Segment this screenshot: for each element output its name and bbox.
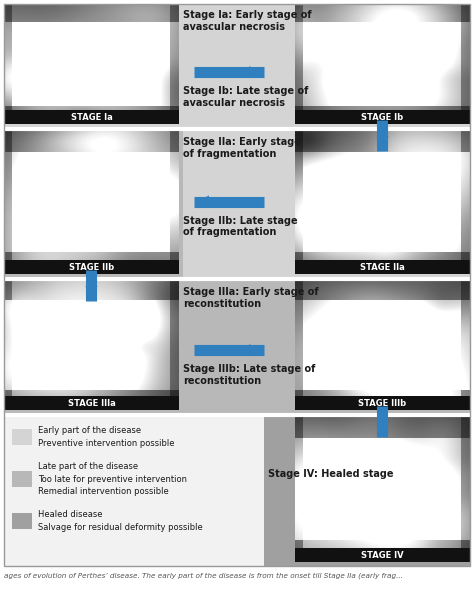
Text: STAGE IIIa: STAGE IIIa — [68, 398, 115, 408]
Bar — [4, 396, 179, 410]
Bar — [183, 131, 470, 278]
Text: Stage Ib: Late stage of
avascular necrosis: Stage Ib: Late stage of avascular necros… — [183, 86, 309, 108]
Bar — [4, 281, 470, 414]
Text: STAGE IIb: STAGE IIb — [69, 262, 114, 272]
Bar — [12, 429, 32, 445]
Text: Stage Ia: Early stage of
avascular necrosis: Stage Ia: Early stage of avascular necro… — [183, 10, 311, 32]
Bar — [295, 548, 470, 562]
Bar — [4, 417, 264, 566]
Bar — [4, 4, 470, 128]
Bar — [4, 110, 179, 124]
Text: Stage IIIa: Early stage of
reconstitution: Stage IIIa: Early stage of reconstitutio… — [183, 287, 319, 308]
Text: Healed disease
Salvage for residual deformity possible: Healed disease Salvage for residual defo… — [38, 510, 203, 531]
Bar — [12, 513, 32, 529]
Text: Stage IIb: Late stage
of fragmentation: Stage IIb: Late stage of fragmentation — [183, 216, 298, 237]
Text: STAGE IIa: STAGE IIa — [360, 262, 405, 272]
Text: Late part of the disease
Too late for preventive intervention
Remedial intervent: Late part of the disease Too late for pr… — [38, 462, 187, 496]
Text: STAGE Ib: STAGE Ib — [362, 113, 403, 121]
Text: ages of evolution of Perthes’ disease. The early part of the disease is from the: ages of evolution of Perthes’ disease. T… — [4, 572, 403, 579]
Bar — [295, 110, 470, 124]
Text: Early part of the disease
Preventive intervention possible: Early part of the disease Preventive int… — [38, 426, 174, 447]
Bar — [4, 131, 183, 278]
Text: STAGE IIIb: STAGE IIIb — [358, 398, 407, 408]
Bar — [295, 396, 470, 410]
Bar — [264, 417, 470, 566]
Bar — [295, 260, 470, 274]
Bar — [4, 260, 179, 274]
Text: Stage IV: Healed stage: Stage IV: Healed stage — [268, 469, 393, 479]
Bar — [12, 471, 32, 487]
Text: Stage IIIb: Late stage of
reconstitution: Stage IIIb: Late stage of reconstitution — [183, 364, 315, 386]
Text: STAGE IV: STAGE IV — [361, 550, 404, 560]
Text: STAGE Ia: STAGE Ia — [71, 113, 112, 121]
Text: Stage IIa: Early stage
of fragmentation: Stage IIa: Early stage of fragmentation — [183, 137, 301, 159]
